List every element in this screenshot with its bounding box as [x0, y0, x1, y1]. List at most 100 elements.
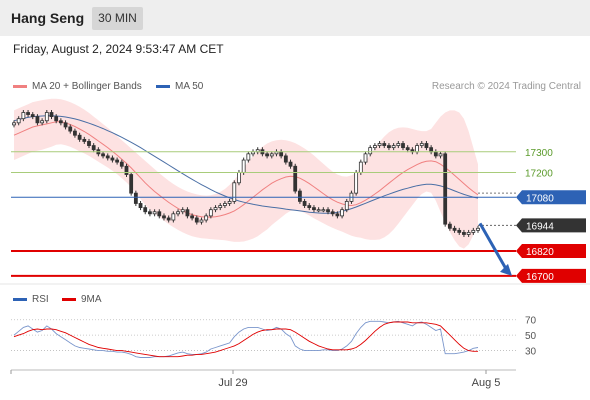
candle-body [138, 203, 143, 209]
forecast-arrow-head [500, 263, 512, 276]
rsi-legend-9ma: 9MA [62, 294, 102, 305]
candle-body [372, 145, 377, 149]
candle-body [447, 223, 452, 229]
candle-body [143, 207, 148, 213]
candle-body [82, 138, 87, 142]
candle-body [283, 155, 288, 163]
candle-body [302, 201, 307, 206]
candle-body [237, 172, 241, 184]
candle-body [204, 215, 209, 221]
candle-body [105, 155, 110, 159]
interval-badge[interactable]: 30 MIN [92, 7, 143, 30]
candle-body [49, 112, 54, 118]
current-tag [516, 218, 586, 233]
candle-body [194, 217, 199, 223]
candle-body [241, 159, 246, 173]
candle-body [358, 161, 363, 173]
candle-body [321, 209, 326, 212]
candle-body [344, 201, 349, 211]
candle-body [443, 153, 448, 225]
candle-body [288, 161, 293, 167]
candle-body [54, 116, 59, 122]
candle-body [452, 227, 457, 231]
candle-body [115, 159, 120, 163]
candle-body [40, 120, 45, 124]
candle-body [162, 215, 166, 219]
candle-body [213, 207, 218, 211]
candle-body [87, 141, 91, 146]
candle-body [368, 147, 373, 155]
rsi-swatch [13, 297, 27, 301]
candle-body [119, 161, 124, 167]
candle-body [265, 153, 269, 157]
candle-body [185, 209, 190, 217]
candle-body [466, 232, 471, 235]
candle-body [335, 213, 340, 217]
candle-body [471, 229, 476, 233]
candle-body [377, 143, 382, 146]
candle-body [180, 209, 185, 213]
candle-body [73, 130, 77, 136]
candle-body [433, 151, 438, 157]
current-label: 16944 [526, 221, 554, 232]
candle-body [457, 229, 462, 233]
candle-body [424, 143, 429, 149]
forecast-arrow-shaft [478, 222, 508, 270]
rsi-ma-legend-label: 9MA [81, 294, 102, 305]
candle-body [218, 205, 223, 209]
bollinger-band-area [14, 98, 478, 249]
candle-body [297, 190, 302, 202]
candle-body [157, 211, 162, 217]
candle-body [152, 211, 157, 215]
candle-body [354, 172, 359, 194]
candle-body [44, 112, 49, 122]
bollinger-legend-label: MA 20 + Bollinger Bands [32, 81, 142, 92]
instrument-title: Hang Seng [11, 10, 85, 26]
candle-body [227, 201, 232, 204]
candle-body [91, 145, 96, 151]
support-label: 16700 [526, 272, 554, 283]
candle-body [316, 209, 321, 212]
support-tag [516, 268, 586, 283]
candle-body [77, 134, 82, 140]
price-legend-bollinger: MA 20 + Bollinger Bands [13, 81, 142, 92]
support-tag [516, 244, 586, 259]
candle-body [26, 112, 30, 115]
candle-body [246, 153, 251, 161]
support-label: 16820 [526, 247, 554, 258]
chart-credit: Research © 2024 Trading Central [431, 81, 581, 92]
candle-body [293, 165, 298, 192]
rsi-tick-label: 50 [525, 331, 537, 342]
candle-body [232, 182, 237, 202]
candle-body [16, 118, 21, 124]
candle-body [330, 211, 335, 215]
candle-body [401, 143, 405, 149]
candle-body [462, 232, 466, 235]
candle-body [429, 147, 434, 153]
rsi-legend-rsi: RSI [13, 294, 49, 305]
candle-body [382, 143, 387, 146]
candle-body [396, 143, 401, 146]
rsi-legend-label: RSI [32, 294, 49, 305]
candle-body [405, 147, 410, 151]
time-tick-label: Jul 29 [218, 377, 247, 389]
candle-body [21, 112, 26, 120]
chart-header: Hang Seng 30 MIN [0, 0, 590, 36]
candle-body [199, 219, 204, 223]
candle-body [133, 192, 138, 204]
candle-body [110, 157, 115, 161]
candle-body [176, 211, 180, 215]
candle-body [387, 145, 391, 149]
ma50-line [13, 115, 479, 214]
candle-body [223, 203, 227, 206]
candle-body [415, 145, 419, 153]
ma50-swatch [156, 84, 170, 88]
resistance-label: 17200 [525, 168, 553, 179]
candle-body [129, 174, 134, 194]
candle-body [12, 122, 16, 126]
bollinger-swatch [13, 84, 27, 88]
candle-body [68, 126, 73, 132]
pivot-tag [516, 190, 586, 205]
candle-body [124, 165, 129, 175]
candle-body [30, 114, 35, 118]
